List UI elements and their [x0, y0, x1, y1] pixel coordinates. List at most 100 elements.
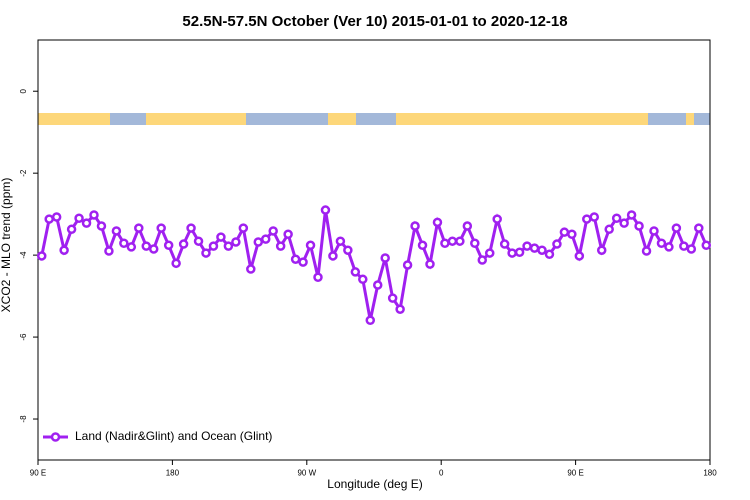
point [298, 257, 308, 267]
point [208, 241, 219, 251]
x-tick-label: 0 [439, 469, 444, 478]
point [417, 240, 428, 251]
point [537, 245, 547, 255]
point [358, 274, 368, 285]
point [694, 223, 704, 233]
point [313, 272, 323, 282]
land-band [396, 113, 648, 125]
x-tick-label: 90 W [297, 469, 316, 478]
point [335, 236, 346, 246]
point [701, 240, 712, 251]
point [589, 212, 600, 222]
legend-marker [50, 432, 61, 442]
point [328, 251, 338, 261]
point [275, 241, 286, 251]
y-tick-label: -2 [19, 169, 28, 177]
point [604, 224, 614, 235]
point [641, 246, 652, 256]
point [574, 251, 585, 261]
point [156, 223, 166, 233]
point [104, 246, 114, 256]
point [223, 241, 234, 251]
point [216, 232, 226, 242]
land-band [146, 113, 246, 125]
point [395, 304, 405, 314]
point [201, 248, 211, 258]
point [567, 229, 577, 239]
point [343, 245, 353, 255]
point [372, 280, 383, 290]
point [171, 258, 181, 269]
point [238, 223, 249, 233]
point [134, 223, 144, 233]
surface-band [38, 113, 710, 125]
x-tick-label: 180 [166, 469, 180, 478]
point [679, 241, 689, 251]
point [193, 236, 204, 246]
point [260, 234, 271, 244]
point [36, 251, 47, 261]
point [492, 214, 502, 224]
legend-label: Land (Nadir&Glint) and Ocean (Glint) [75, 429, 272, 443]
point [320, 205, 331, 215]
point [440, 238, 450, 248]
x-axis-label: Longitude (deg E) [327, 477, 422, 491]
point [522, 241, 532, 251]
point [231, 237, 241, 247]
point [81, 218, 92, 228]
point [552, 239, 562, 249]
point [141, 241, 152, 251]
land-band [328, 113, 356, 125]
point [596, 245, 607, 255]
point [387, 293, 398, 303]
point [425, 259, 435, 269]
x-tick-label: 180 [703, 469, 717, 478]
plot-frame [37, 39, 711, 461]
point [447, 236, 458, 246]
y-tick-label: -4 [19, 251, 28, 259]
point [529, 243, 540, 253]
point [246, 264, 256, 274]
point [402, 260, 413, 270]
point [111, 226, 122, 236]
point [51, 212, 62, 222]
point [619, 218, 629, 228]
point [44, 214, 54, 224]
point [410, 221, 420, 231]
point [74, 213, 84, 223]
point [178, 239, 189, 249]
point [253, 237, 264, 247]
point [350, 267, 361, 277]
point [514, 247, 525, 258]
chart-title: 52.5N-57.5N October (Ver 10) 2015-01-01 … [182, 13, 567, 30]
point [119, 238, 129, 248]
y-tick-label: -8 [19, 415, 28, 423]
point [186, 223, 196, 233]
point [664, 242, 674, 252]
point [163, 240, 174, 251]
point [89, 210, 99, 220]
y-tick-label: -6 [19, 333, 28, 341]
land-band [38, 113, 110, 125]
point [305, 240, 316, 251]
point [470, 238, 480, 248]
point [484, 248, 495, 258]
point [96, 221, 107, 231]
point [611, 213, 622, 223]
point [380, 253, 390, 263]
point [455, 236, 465, 246]
y-tick-label: 0 [19, 88, 28, 93]
point [634, 221, 644, 231]
point [626, 210, 637, 220]
point [432, 217, 443, 228]
point [544, 249, 555, 260]
x-tick-label: 90 E [30, 469, 46, 478]
point [477, 255, 488, 265]
point [148, 244, 159, 254]
point [671, 223, 682, 233]
point [268, 226, 278, 236]
point [649, 226, 659, 236]
land-band [686, 113, 694, 125]
point [126, 242, 137, 252]
